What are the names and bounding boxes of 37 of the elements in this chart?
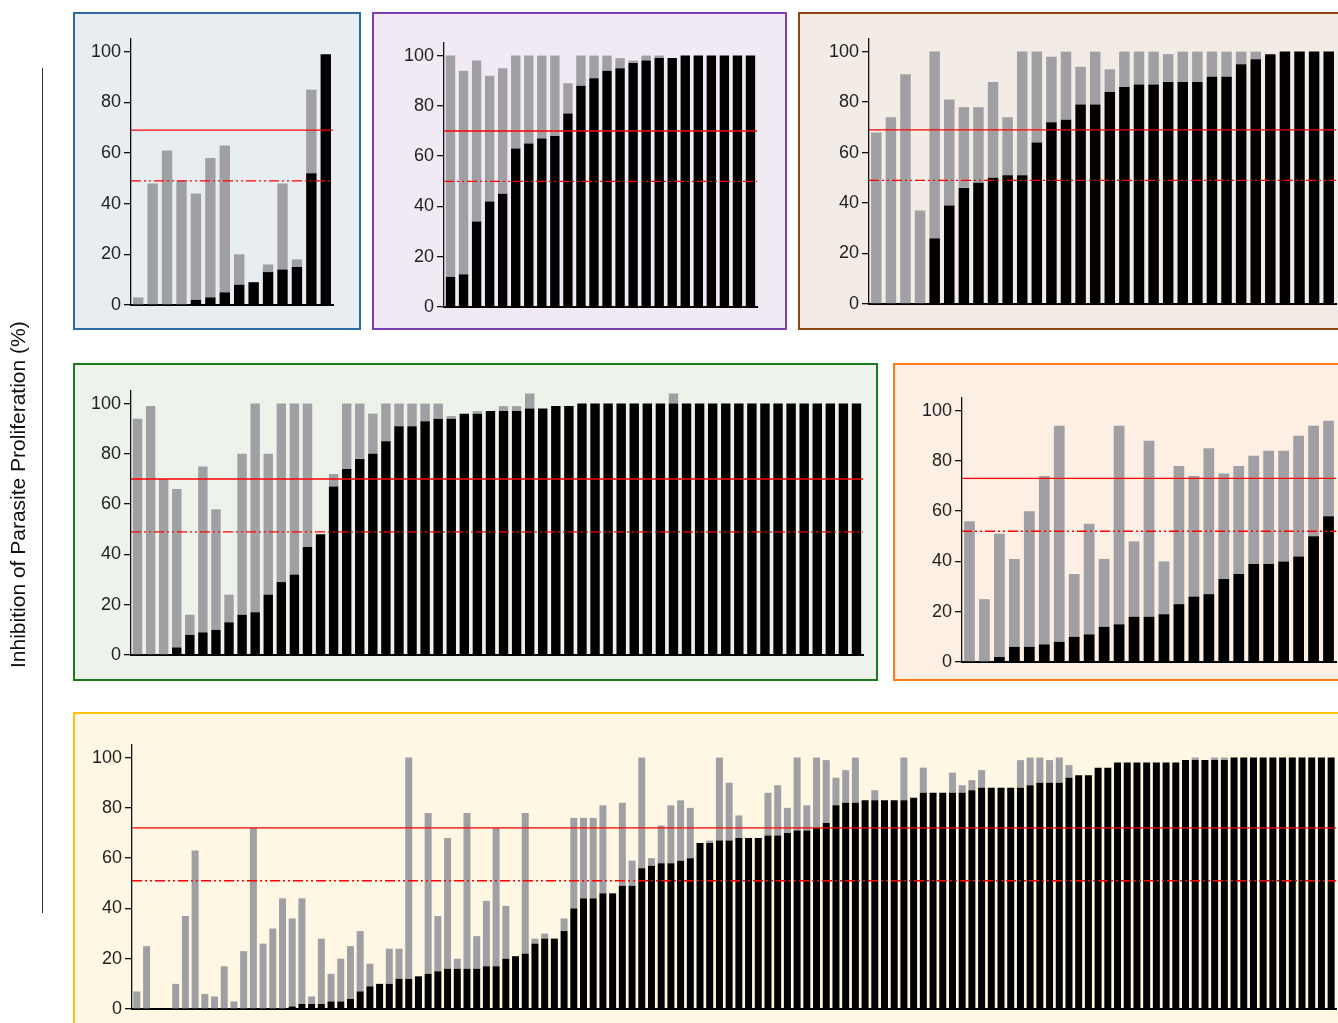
y-tick-label: 80	[100, 442, 121, 463]
y-tick-label: 60	[931, 500, 952, 521]
y-tick-label: 0	[941, 650, 952, 671]
y-tick-label: 40	[931, 550, 952, 571]
y-tick-label: 0	[848, 292, 859, 313]
y-tick-label: 60	[101, 847, 122, 868]
y-tick-label: 40	[101, 897, 122, 918]
y-tick-label: 60	[100, 141, 121, 162]
y-tick-label: 60	[413, 145, 434, 166]
y-tick-label: 60	[838, 141, 859, 162]
y-tick-label: 0	[110, 643, 121, 664]
y-tick-label: 100	[403, 44, 434, 65]
y-tick-label: 80	[838, 91, 859, 112]
y-tick-label: 0	[110, 293, 121, 314]
y-tick-label: 0	[423, 295, 434, 316]
y-tick-label: 40	[838, 192, 859, 213]
y-tick-label: 100	[90, 40, 121, 61]
y-tick-label: 100	[90, 392, 121, 413]
y-tick-label: 20	[100, 243, 121, 264]
y-tick-label: 40	[100, 192, 121, 213]
y-tick-label: 80	[100, 91, 121, 112]
y-tick-label: 40	[100, 543, 121, 564]
y-tick-label: 100	[921, 399, 952, 420]
y-tick-label: 20	[101, 947, 122, 968]
y-tick-label: 100	[828, 40, 859, 61]
y-tick-label: 80	[101, 796, 122, 817]
y-tick-label: 100	[91, 746, 122, 767]
y-tick-label: 80	[413, 94, 434, 115]
y-tick-label: 0	[111, 997, 122, 1018]
y-tick-label: 80	[931, 449, 952, 470]
y-tick-label: 40	[413, 195, 434, 216]
y-tick-label: 20	[838, 242, 859, 263]
y-tick-label: 20	[413, 245, 434, 266]
y-axis-title: Inhibition of Parasite Proliferation (%)	[6, 320, 30, 671]
y-tick-label: 20	[931, 600, 952, 621]
y-tick-label: 60	[100, 493, 121, 514]
y-tick-label: 20	[100, 593, 121, 614]
